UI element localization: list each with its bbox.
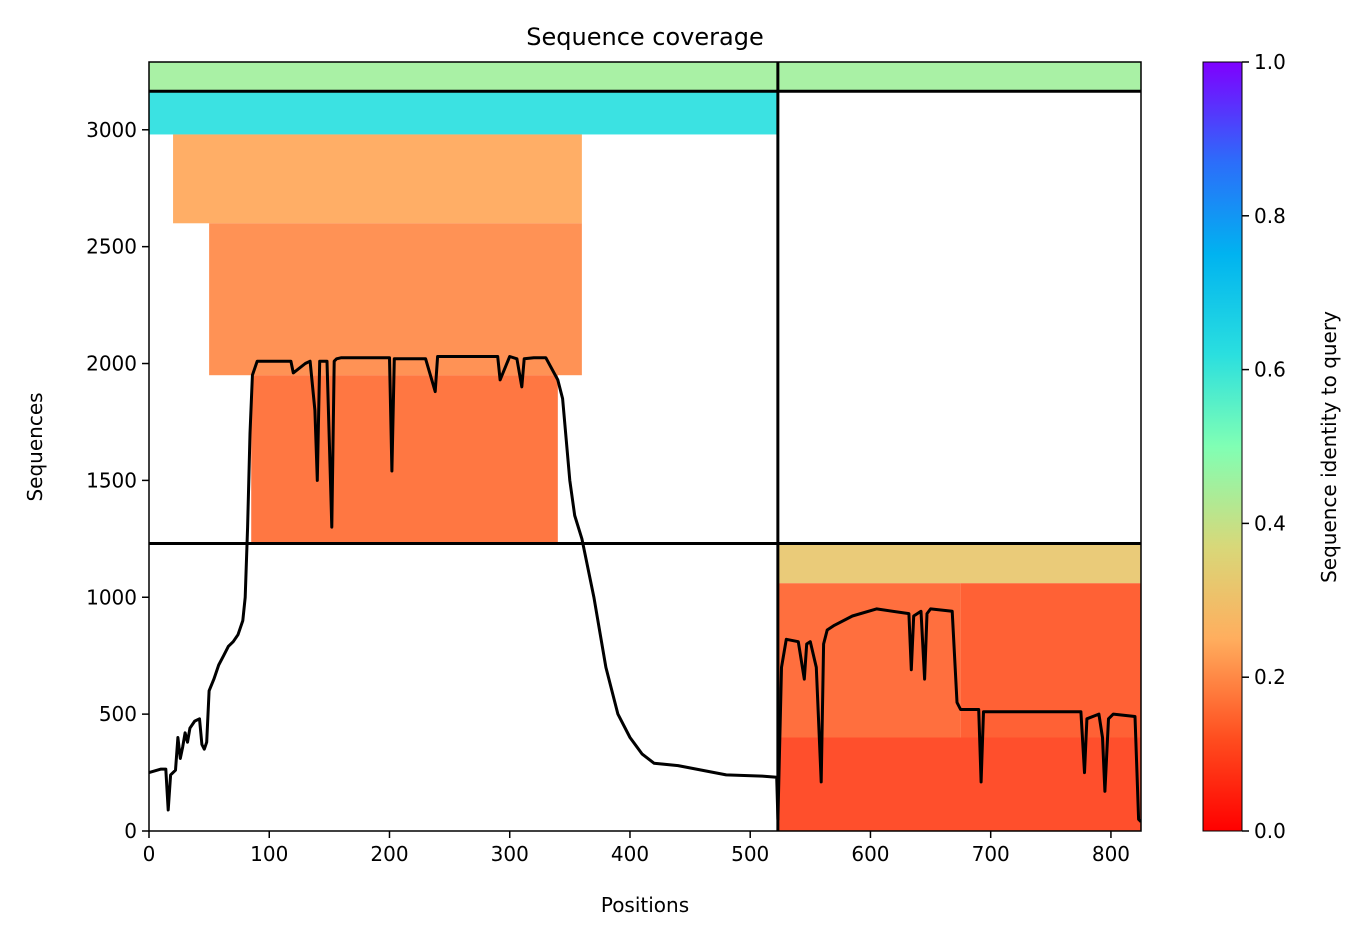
y-tick-label: 1000 (86, 585, 137, 609)
x-tick-label: 200 (370, 842, 408, 866)
heatmap-block (777, 543, 1141, 584)
x-tick-label: 500 (731, 842, 769, 866)
colorbar-tick-label: 0.4 (1254, 511, 1286, 535)
x-tick-label: 100 (250, 842, 288, 866)
colorbar-label: Sequence identity to query (1317, 311, 1341, 583)
colorbar-tick-label: 0.0 (1254, 819, 1286, 843)
colorbar (1202, 61, 1243, 832)
x-tick-label: 400 (611, 842, 649, 866)
y-axis-label: Sequences (23, 392, 47, 501)
heatmap-block (173, 134, 582, 224)
chart-title: Sequence coverage (526, 23, 763, 51)
heatmap-block (209, 223, 582, 376)
y-tick-label: 1500 (86, 468, 137, 492)
heatmap-block (777, 62, 1141, 92)
y-tick-label: 2500 (86, 235, 137, 259)
plot-frame (148, 61, 1142, 832)
x-tick-label: 800 (1092, 842, 1130, 866)
heatmap-block (251, 375, 558, 544)
coverage-line (149, 355, 1141, 823)
y-axis: 0 500 1000 1500 2000 2500 3000 (86, 118, 149, 843)
coverage-line-layer (149, 355, 1141, 823)
colorbar-tick-label: 1.0 (1254, 50, 1286, 74)
heatmap-block (777, 737, 1141, 831)
heatmap-blocks (149, 62, 1141, 831)
block-divider-lines (149, 62, 1141, 831)
x-axis-label: Positions (601, 893, 689, 917)
y-tick-label: 0 (124, 819, 137, 843)
colorbar-tick-label: 0.8 (1254, 204, 1286, 228)
y-tick-label: 500 (99, 702, 137, 726)
y-tick-label: 3000 (86, 118, 137, 142)
x-tick-label: 700 (972, 842, 1010, 866)
x-tick-label: 600 (851, 842, 889, 866)
colorbar-axis: 0.0 0.2 0.4 0.6 0.8 1.0 (1242, 50, 1286, 843)
x-axis: 0 100 200 300 400 500 600 700 800 (143, 831, 1130, 866)
x-tick-label: 300 (491, 842, 529, 866)
y-tick-label: 2000 (86, 352, 137, 376)
colorbar-tick-label: 0.2 (1254, 665, 1286, 689)
heatmap-block (149, 91, 778, 135)
heatmap-block (149, 62, 778, 92)
colorbar-tick-label: 0.6 (1254, 358, 1286, 382)
x-tick-label: 0 (143, 842, 156, 866)
